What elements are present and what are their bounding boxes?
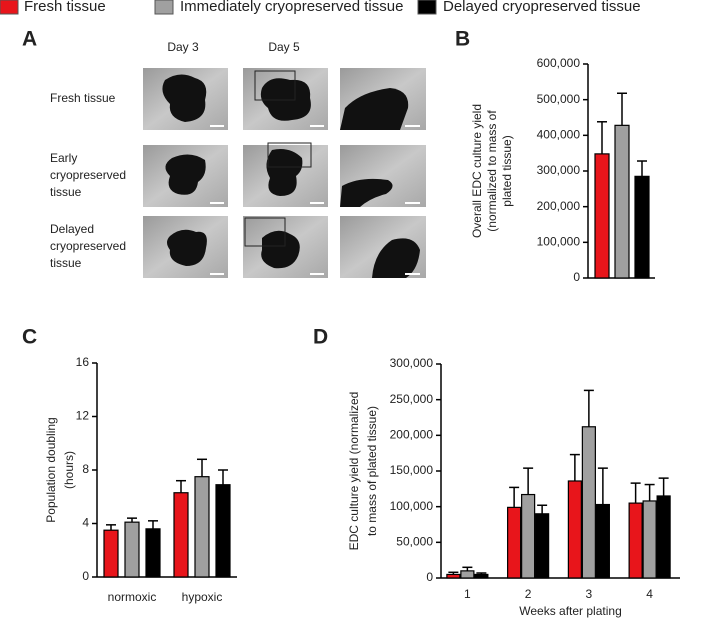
column-label: Day 3 [167, 40, 199, 54]
tissue [167, 229, 207, 266]
tissue [261, 230, 300, 269]
y-axis-label: Overall EDC culture yield [470, 104, 484, 238]
bar [535, 513, 550, 579]
bar [124, 521, 140, 578]
y-axis-label: plated tissue) [500, 135, 514, 206]
tissue [162, 74, 207, 122]
y-tick-label: 200,000 [537, 199, 581, 213]
y-tick-label: 200,000 [390, 428, 434, 442]
bar [595, 503, 610, 579]
row-label: tissue [50, 256, 82, 270]
row-label: cryopreserved [50, 168, 126, 182]
y-tick-label: 300,000 [537, 163, 581, 177]
x-tick-label: 1 [464, 587, 471, 601]
x-tick-label: 4 [646, 587, 653, 601]
row-label: Early [50, 151, 77, 165]
bar [145, 528, 161, 578]
legend-label: Immediately cryopreserved tissue [180, 0, 403, 15]
bar [521, 493, 536, 579]
tissue [372, 238, 420, 278]
bar [634, 175, 650, 279]
row-label: tissue [50, 185, 82, 199]
x-tick-label: hypoxic [182, 590, 223, 604]
tissue [340, 88, 409, 130]
bar [474, 573, 489, 579]
bar [194, 476, 210, 578]
y-tick-label: 100,000 [537, 235, 581, 249]
bar [446, 573, 461, 579]
y-axis-label: EDC culture yield (normalized [347, 392, 361, 551]
y-tick-label: 0 [573, 270, 580, 284]
bar [628, 502, 643, 579]
y-axis-label: (normalized to mass of [485, 110, 499, 232]
x-tick-label: 2 [525, 587, 532, 601]
y-axis-label: Population doubling [44, 417, 58, 522]
y-axis-label: to mass of plated tissue) [365, 406, 379, 536]
bar [594, 153, 610, 279]
y-axis-label: (hours) [62, 451, 76, 489]
bar [460, 570, 475, 579]
row-label: Fresh tissue [50, 91, 116, 105]
bar [215, 484, 231, 578]
x-tick-label: 3 [586, 587, 593, 601]
bar [656, 495, 671, 579]
panel-letter: B [455, 28, 470, 51]
x-axis-label: Weeks after plating [519, 604, 622, 618]
y-tick-label: 0 [82, 569, 89, 583]
legend-swatch [417, 0, 437, 15]
bar [173, 492, 189, 578]
bar [614, 124, 630, 279]
panel-letter: A [22, 28, 37, 51]
panel-letter: D [313, 326, 328, 349]
tissue [165, 154, 206, 195]
column-label: Day 5 [268, 40, 300, 54]
y-tick-label: 300,000 [390, 356, 434, 370]
row-label: Delayed [50, 222, 94, 236]
y-tick-label: 400,000 [537, 128, 581, 142]
tissue [266, 149, 303, 196]
y-tick-label: 600,000 [537, 56, 581, 70]
legend-swatch [0, 0, 19, 15]
legend-label: Delayed cryopreserved tissue [443, 0, 641, 15]
micrographs [143, 68, 426, 278]
legend-swatch [154, 0, 174, 15]
y-tick-label: 150,000 [390, 463, 434, 477]
y-tick-label: 4 [82, 516, 89, 530]
bar [581, 426, 596, 579]
y-tick-label: 100,000 [390, 499, 434, 513]
panel-letter: C [22, 326, 37, 349]
legend-label: Fresh tissue [24, 0, 106, 15]
y-tick-label: 8 [82, 462, 89, 476]
bar [103, 529, 119, 578]
row-label: cryopreserved [50, 239, 126, 253]
tissue [340, 178, 393, 207]
y-tick-label: 500,000 [537, 92, 581, 106]
bar [507, 506, 522, 579]
x-tick-label: normoxic [108, 590, 157, 604]
y-tick-label: 12 [76, 409, 90, 423]
y-tick-label: 0 [426, 570, 433, 584]
bar [642, 500, 657, 579]
y-tick-label: 250,000 [390, 392, 434, 406]
bar [567, 480, 582, 579]
y-tick-label: 50,000 [396, 535, 433, 549]
y-tick-label: 16 [76, 355, 90, 369]
